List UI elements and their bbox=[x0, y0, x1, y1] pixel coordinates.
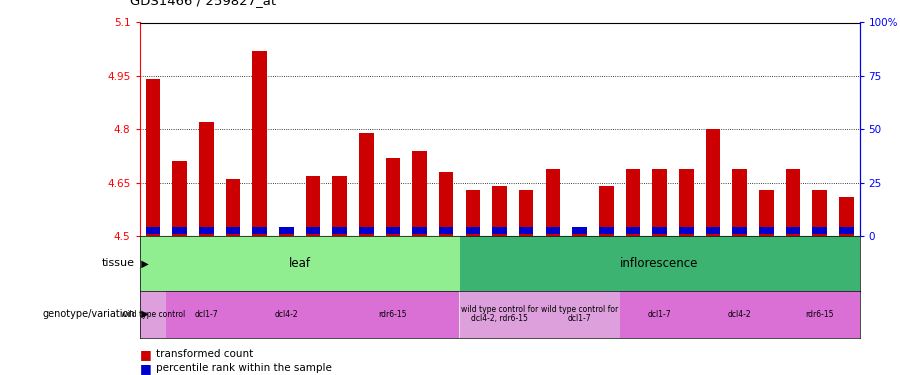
Bar bbox=[332, 176, 347, 236]
Bar bbox=[140, 236, 460, 291]
Text: percentile rank within the sample: percentile rank within the sample bbox=[156, 363, 331, 373]
Text: dcl4-2: dcl4-2 bbox=[728, 310, 752, 319]
Text: leaf: leaf bbox=[289, 257, 310, 270]
Bar bbox=[598, 226, 614, 234]
Bar bbox=[412, 226, 427, 234]
Bar bbox=[759, 226, 773, 234]
Bar bbox=[539, 291, 619, 338]
Bar bbox=[839, 197, 853, 236]
Bar bbox=[812, 190, 827, 236]
Text: rdr6-15: rdr6-15 bbox=[806, 310, 833, 319]
Bar bbox=[492, 186, 507, 236]
Text: dcl1-7: dcl1-7 bbox=[648, 310, 671, 319]
Bar bbox=[626, 168, 640, 236]
Bar bbox=[492, 226, 507, 234]
Text: transformed count: transformed count bbox=[156, 350, 253, 359]
Bar bbox=[326, 291, 460, 338]
Text: ■: ■ bbox=[140, 362, 151, 375]
Bar bbox=[545, 226, 560, 234]
Bar bbox=[545, 168, 560, 236]
Bar bbox=[706, 129, 720, 236]
Text: rdr6-15: rdr6-15 bbox=[379, 310, 407, 319]
Bar bbox=[172, 226, 187, 234]
Bar bbox=[733, 168, 747, 236]
Bar bbox=[305, 176, 320, 236]
Bar bbox=[385, 158, 400, 236]
Text: GDS1466 / 259827_at: GDS1466 / 259827_at bbox=[130, 0, 276, 8]
Bar bbox=[652, 226, 667, 234]
Bar bbox=[779, 291, 860, 338]
Bar bbox=[679, 168, 694, 236]
Bar bbox=[518, 190, 534, 236]
Text: genotype/variation: genotype/variation bbox=[42, 309, 135, 319]
Bar bbox=[465, 226, 481, 234]
Bar bbox=[412, 151, 427, 236]
Bar bbox=[812, 226, 827, 234]
Text: dcl4-2: dcl4-2 bbox=[274, 310, 298, 319]
Bar bbox=[199, 226, 213, 234]
Bar bbox=[172, 161, 187, 236]
Bar bbox=[279, 233, 293, 236]
Bar bbox=[465, 190, 481, 236]
Bar bbox=[460, 236, 860, 291]
Bar bbox=[252, 51, 266, 236]
Bar bbox=[305, 226, 320, 234]
Bar bbox=[146, 226, 160, 234]
Bar bbox=[626, 226, 640, 234]
Bar bbox=[140, 291, 166, 338]
Bar bbox=[679, 226, 694, 234]
Bar bbox=[166, 291, 247, 338]
Bar bbox=[786, 226, 800, 234]
Bar bbox=[759, 190, 773, 236]
Bar bbox=[706, 226, 720, 234]
Text: wild type control for
dcl1-7: wild type control for dcl1-7 bbox=[541, 305, 618, 323]
Bar bbox=[385, 226, 400, 234]
Bar bbox=[598, 186, 614, 236]
Bar bbox=[786, 168, 800, 236]
Bar bbox=[619, 291, 699, 338]
Text: inflorescence: inflorescence bbox=[620, 257, 698, 270]
Text: wild type control for
dcl4-2, rdr6-15: wild type control for dcl4-2, rdr6-15 bbox=[461, 305, 538, 323]
Bar bbox=[652, 168, 667, 236]
Bar bbox=[279, 226, 293, 234]
Bar bbox=[572, 233, 587, 236]
Text: ▶: ▶ bbox=[135, 309, 148, 319]
Text: ■: ■ bbox=[140, 348, 151, 361]
Bar bbox=[699, 291, 779, 338]
Bar bbox=[252, 226, 266, 234]
Bar bbox=[226, 179, 240, 236]
Text: dcl1-7: dcl1-7 bbox=[194, 310, 218, 319]
Bar bbox=[146, 80, 160, 236]
Bar bbox=[359, 133, 374, 236]
Text: tissue: tissue bbox=[102, 258, 135, 268]
Bar bbox=[439, 172, 454, 236]
Bar bbox=[199, 122, 213, 236]
Bar bbox=[439, 226, 454, 234]
Bar bbox=[332, 226, 347, 234]
Bar bbox=[460, 291, 539, 338]
Bar bbox=[359, 226, 374, 234]
Bar bbox=[839, 226, 853, 234]
Bar bbox=[733, 226, 747, 234]
Bar bbox=[572, 226, 587, 234]
Bar bbox=[247, 291, 326, 338]
Bar bbox=[226, 226, 240, 234]
Text: wild type control: wild type control bbox=[121, 310, 185, 319]
Text: ▶: ▶ bbox=[135, 258, 148, 268]
Bar bbox=[518, 226, 534, 234]
